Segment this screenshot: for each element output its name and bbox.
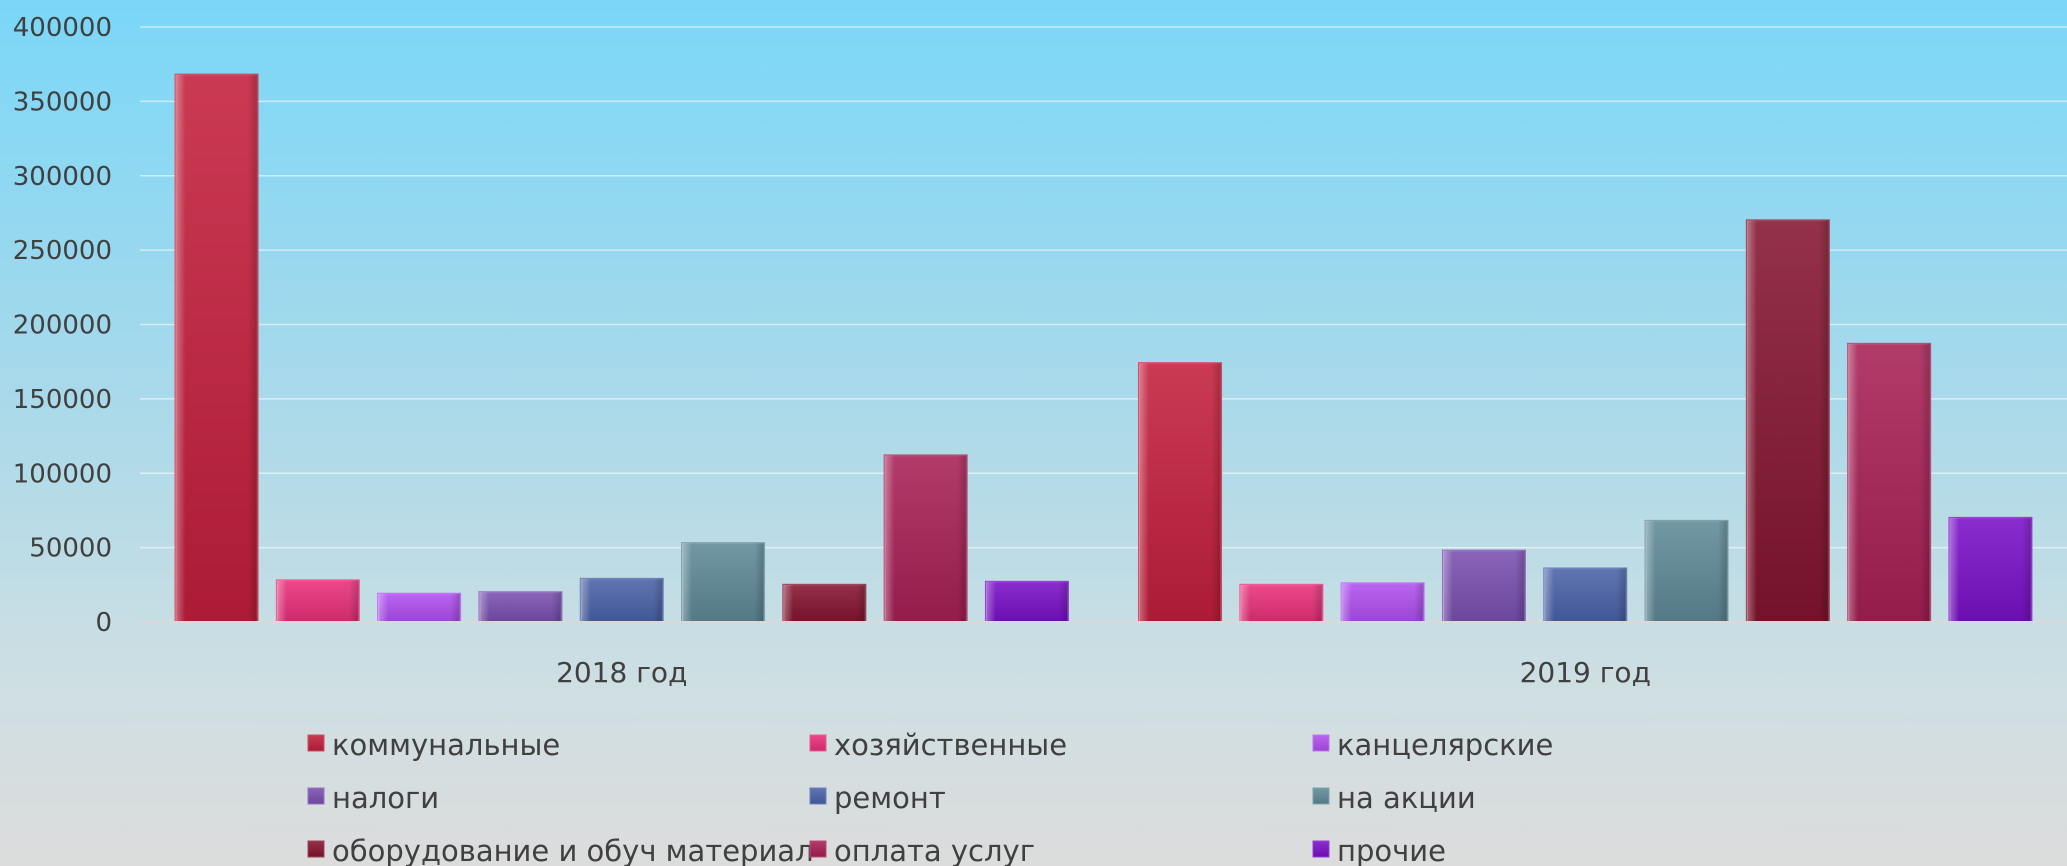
legend-label: на акции: [1337, 781, 1476, 815]
legend-item: коммунальные: [307, 728, 560, 762]
y-tick-label: 100000: [13, 459, 112, 489]
y-tick-label: 150000: [13, 385, 112, 415]
bar-highlight: [1848, 343, 1931, 622]
y-tick-label: 200000: [13, 311, 112, 341]
bar-highlight: [1949, 517, 2032, 622]
legend-label: прочие: [1337, 834, 1446, 866]
legend-swatch: [1312, 787, 1330, 805]
y-tick-label: 350000: [13, 87, 112, 117]
legend-swatch: [1312, 734, 1330, 752]
y-tick-label: 250000: [13, 236, 112, 266]
bar-highlight: [783, 584, 866, 622]
y-tick-label: 0: [95, 608, 112, 638]
x-category-label: 2018 год: [556, 656, 687, 689]
bars: [174, 73, 2033, 624]
bar-highlight: [378, 593, 461, 622]
legend-item: оплата услуг: [809, 834, 1035, 866]
bar-highlight: [1544, 568, 1627, 622]
legend-label: коммунальные: [332, 728, 560, 762]
y-tick-label: 400000: [13, 13, 112, 43]
bar-highlight: [1139, 363, 1222, 622]
bar-highlight: [682, 543, 765, 622]
bar-highlight: [1341, 583, 1424, 622]
legend-label: оборудование и обуч материал: [332, 834, 814, 866]
legend-item: канцелярские: [1312, 728, 1553, 762]
legend-item: хозяйственные: [809, 728, 1067, 762]
legend-swatch: [809, 734, 827, 752]
legend-item: оборудование и обуч материал: [307, 834, 814, 866]
legend-label: оплата услуг: [834, 834, 1035, 866]
y-tick-label: 300000: [13, 162, 112, 192]
legend-swatch: [809, 787, 827, 805]
bar-highlight: [985, 581, 1068, 622]
legend-swatch: [809, 840, 827, 858]
legend: коммунальные хозяйственные канцелярские нал…: [307, 728, 1553, 866]
legend-item: прочие: [1312, 834, 1446, 866]
legend-label: ремонт: [834, 781, 946, 815]
legend-swatch: [1312, 840, 1330, 858]
bar-highlight: [1442, 550, 1525, 622]
bar-highlight: [1645, 520, 1728, 622]
x-category-label: 2019 год: [1520, 656, 1651, 689]
x-axis-category-labels: 2018 год 2019 год: [556, 656, 1651, 689]
legend-item: ремонт: [809, 781, 946, 815]
bar-highlight: [580, 578, 663, 622]
bar-highlight: [1746, 220, 1829, 622]
bar-highlight: [479, 592, 562, 622]
y-tick-label: 50000: [29, 534, 112, 564]
y-axis-tick-labels: 0 50000 100000 150000 200000 250000 300000 3500…: [13, 13, 112, 638]
bar-highlight: [884, 455, 967, 622]
gridlines: [140, 26, 2067, 549]
legend-item: налоги: [307, 781, 439, 815]
legend-swatch: [307, 787, 325, 805]
bar-highlight: [276, 580, 359, 622]
bar-highlight: [175, 74, 258, 623]
legend-label: хозяйственные: [834, 728, 1067, 762]
legend-swatch: [307, 840, 325, 858]
legend-item: на акции: [1312, 781, 1476, 815]
bar-highlight: [1240, 584, 1323, 622]
legend-label: канцелярские: [1337, 728, 1553, 762]
legend-label: налоги: [332, 781, 439, 815]
legend-swatch: [307, 734, 325, 752]
